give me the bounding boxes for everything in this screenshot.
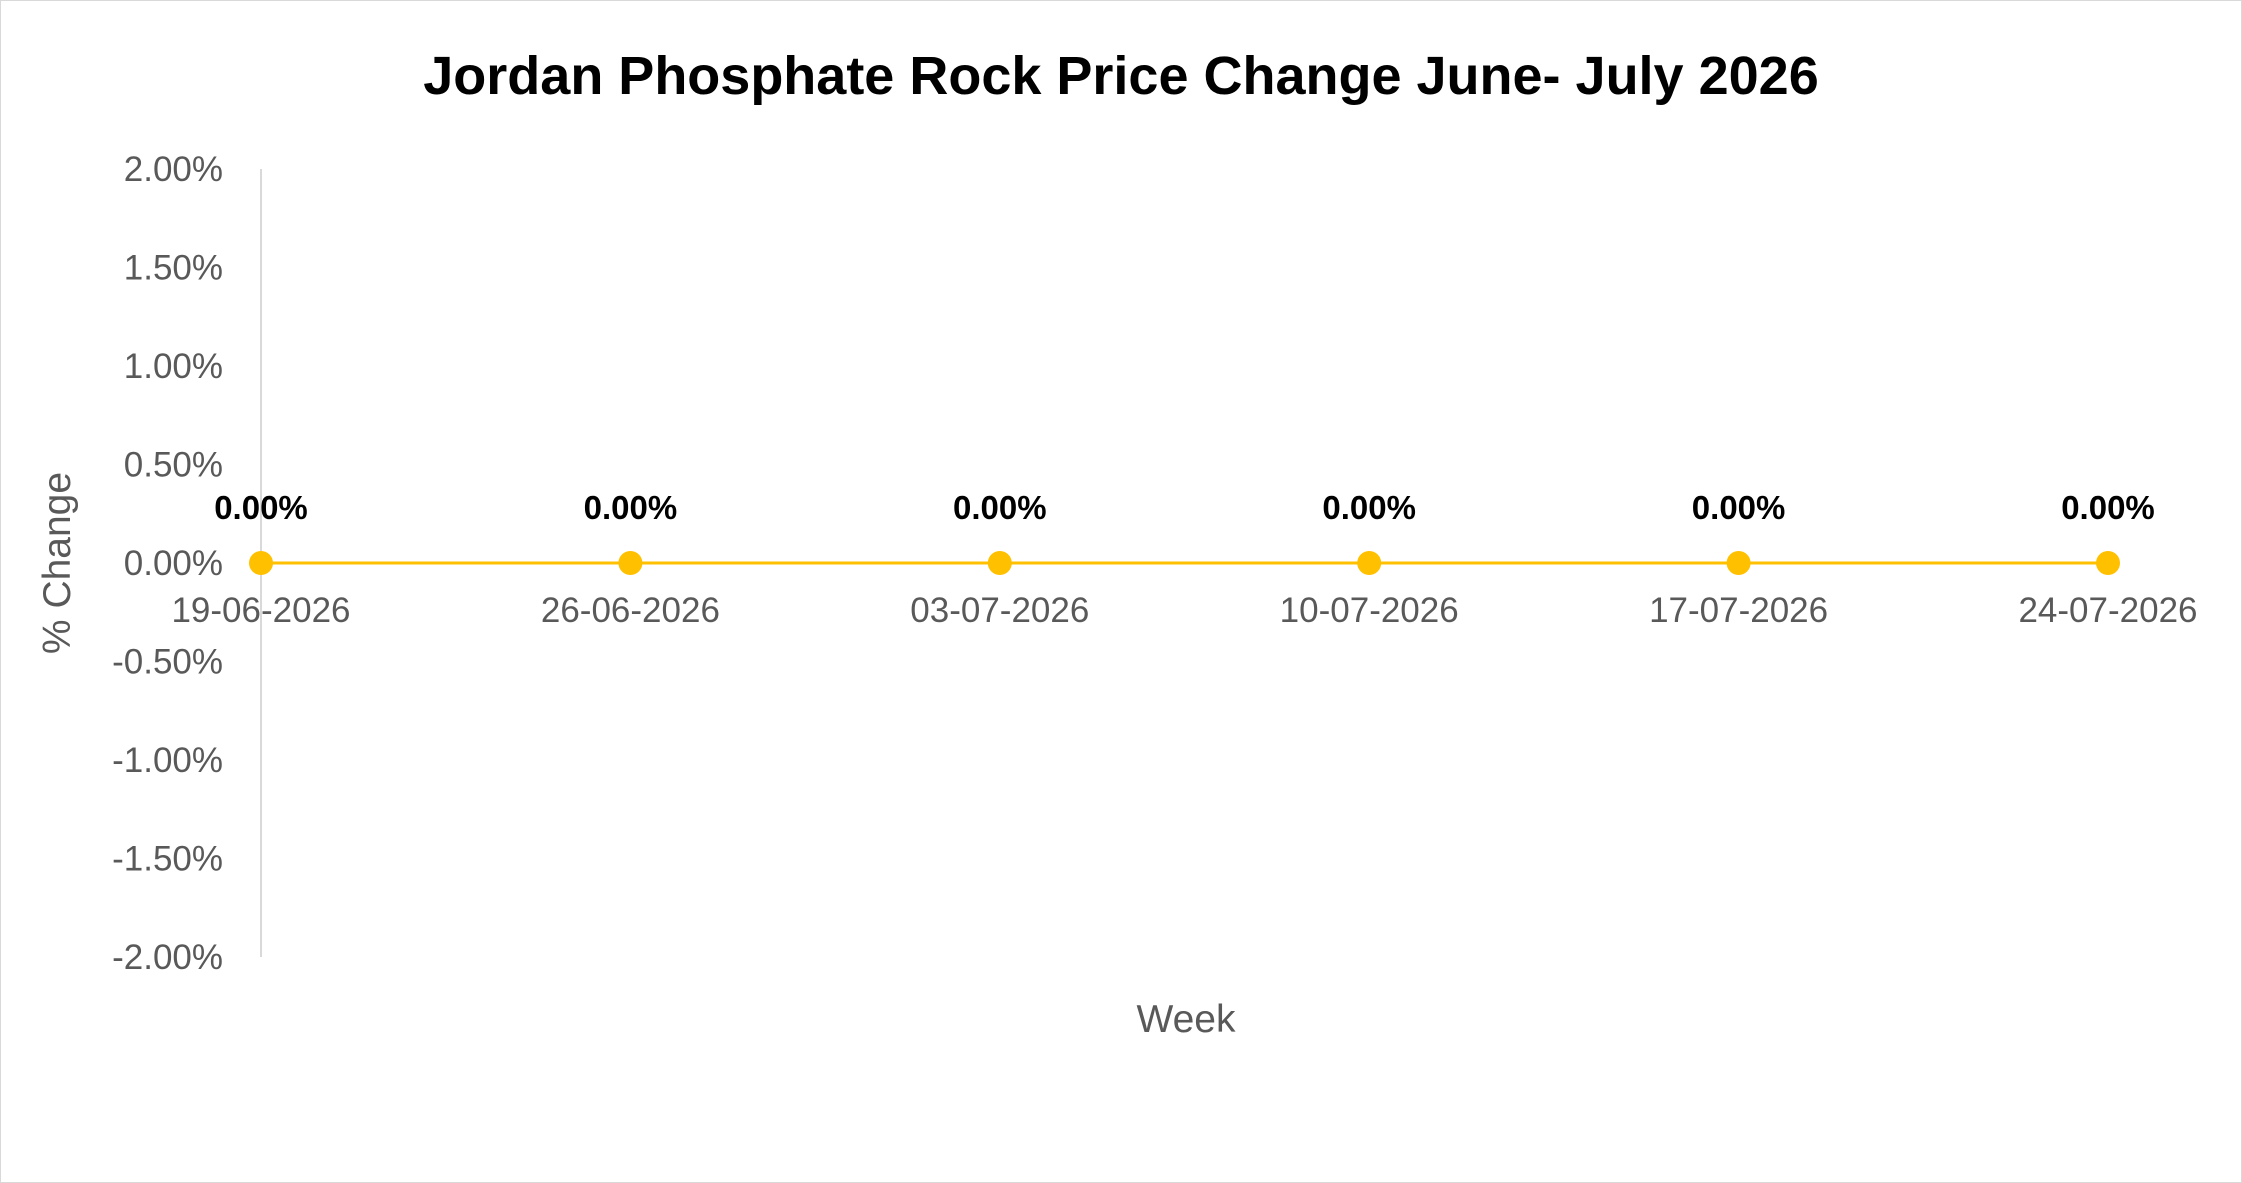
y-tick-label: 0.50% [124, 446, 223, 485]
data-label: 0.00% [953, 489, 1047, 526]
x-tick-label: 19-06-2026 [171, 591, 350, 630]
y-tick-label: -0.50% [112, 643, 223, 682]
y-axis-ticks: 2.00% 1.50% 1.00% 0.50% 0.00% -0.50% -1.00% -1.… [112, 150, 223, 977]
y-axis-title: % Change [36, 472, 79, 654]
data-label: 0.00% [214, 489, 308, 526]
chart-title: Jordan Phosphate Rock Price Change June-… [423, 46, 1818, 106]
data-point [249, 551, 273, 575]
data-point [2096, 551, 2120, 575]
y-tick-label: -2.00% [112, 938, 223, 977]
data-labels: 0.00% 0.00% 0.00% 0.00% 0.00% 0.00% [214, 489, 2155, 526]
y-tick-label: -1.50% [112, 840, 223, 879]
x-tick-label: 24-07-2026 [2018, 591, 2197, 630]
y-tick-label: 0.00% [124, 544, 223, 583]
data-label: 0.00% [584, 489, 678, 526]
data-label: 0.00% [1692, 489, 1786, 526]
y-tick-label: 2.00% [124, 150, 223, 189]
x-tick-label: 17-07-2026 [1649, 591, 1828, 630]
y-tick-label: 1.00% [124, 347, 223, 386]
data-point [987, 551, 1012, 575]
x-axis-title: Week [1137, 998, 1236, 1041]
data-point [618, 551, 643, 575]
y-tick-label: 1.50% [124, 249, 223, 288]
data-points [249, 551, 2120, 575]
x-tick-label: 03-07-2026 [910, 591, 1089, 630]
data-label: 0.00% [2061, 489, 2155, 526]
data-point [1726, 551, 1751, 575]
x-axis-ticks: 19-06-2026 26-06-2026 03-07-2026 10-07-2026… [171, 591, 2197, 630]
x-tick-label: 10-07-2026 [1280, 591, 1459, 630]
y-tick-label: -1.00% [112, 741, 223, 780]
x-tick-label: 26-06-2026 [541, 591, 720, 630]
data-label: 0.00% [1322, 489, 1416, 526]
data-point [1357, 551, 1382, 575]
